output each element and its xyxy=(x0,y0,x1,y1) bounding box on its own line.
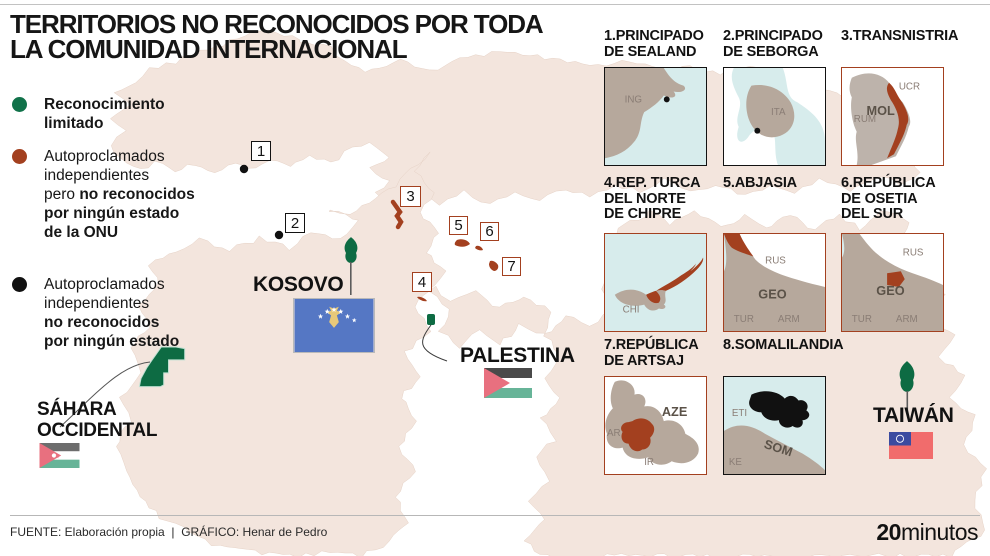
svg-text:ETI: ETI xyxy=(732,408,747,419)
svg-text:KE: KE xyxy=(729,457,743,468)
svg-text:CHI: CHI xyxy=(623,304,640,315)
svg-text:ITA: ITA xyxy=(771,107,786,118)
svg-text:RUS: RUS xyxy=(765,255,786,266)
svg-text:MOL: MOL xyxy=(867,103,896,118)
svg-text:GEO: GEO xyxy=(876,283,904,298)
svg-text:IR: IR xyxy=(644,457,654,468)
svg-text:ARM: ARM xyxy=(778,314,800,325)
svg-text:AR: AR xyxy=(607,428,621,439)
svg-text:TUR: TUR xyxy=(852,314,872,325)
svg-text:ARM: ARM xyxy=(896,314,918,325)
svg-text:ING: ING xyxy=(625,94,642,105)
svg-text:TUR: TUR xyxy=(734,314,754,325)
svg-text:UCR: UCR xyxy=(899,82,920,93)
svg-text:GEO: GEO xyxy=(758,287,786,302)
svg-text:AZE: AZE xyxy=(662,404,687,419)
svg-text:RUS: RUS xyxy=(903,248,924,259)
